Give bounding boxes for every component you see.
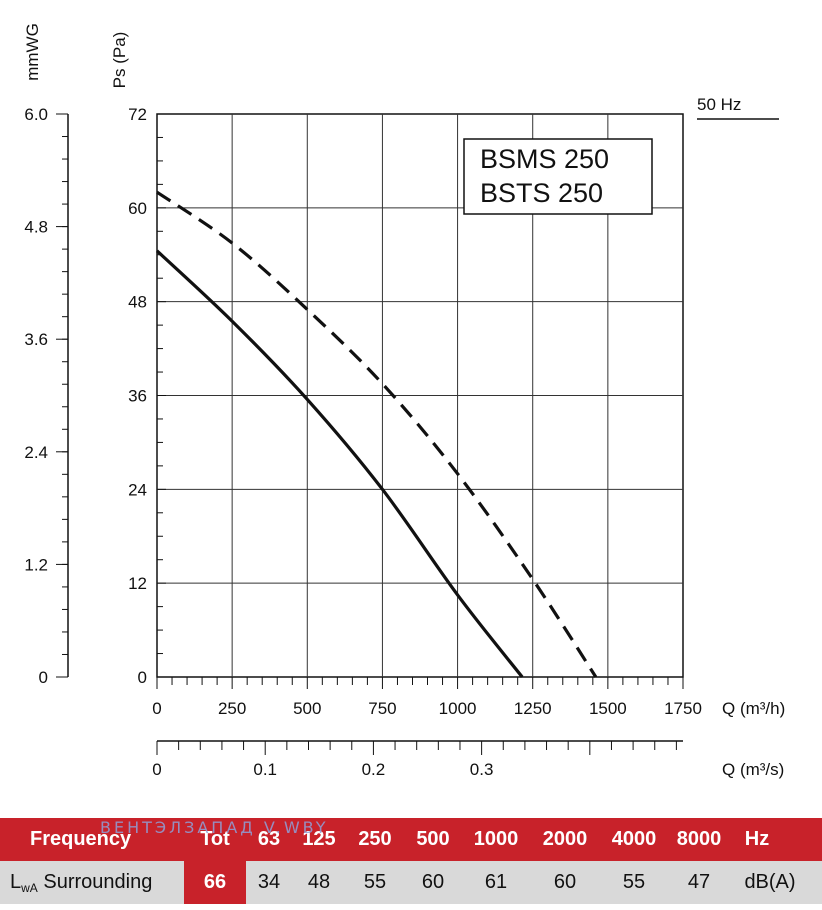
model-name-1: BSMS 250 bbox=[480, 144, 609, 174]
x-tick-label: 750 bbox=[368, 699, 396, 718]
left-tick-label: 6.0 bbox=[24, 105, 48, 124]
x-tick-label: 1000 bbox=[439, 699, 477, 718]
lwa-band-value: 48 bbox=[307, 871, 331, 893]
frequency-band: 250 bbox=[358, 828, 392, 850]
x2-tick-label: 0.1 bbox=[253, 760, 277, 779]
y-axis-label: Ps (Pa) bbox=[110, 32, 129, 89]
y-tick-label: 72 bbox=[128, 105, 147, 124]
x-tick-label: 500 bbox=[293, 699, 321, 718]
y-tick-label: 36 bbox=[128, 387, 147, 406]
frequency-band: 2000 bbox=[542, 828, 588, 850]
left-tick-label: 0 bbox=[39, 668, 48, 687]
left-axis-label: mmWG bbox=[23, 23, 42, 81]
tot-column bbox=[184, 818, 246, 904]
lwa-band-value: 60 bbox=[421, 871, 445, 893]
x2-tick-label: 0.2 bbox=[362, 760, 386, 779]
frequency-band: 500 bbox=[416, 828, 450, 850]
model-name-2: BSTS 250 bbox=[480, 178, 603, 208]
x-tick-label: 1500 bbox=[589, 699, 627, 718]
lwa-row: LwA Surrounding bbox=[0, 861, 822, 904]
x-tick-label: 1750 bbox=[664, 699, 702, 718]
lwa-label: LwA Surrounding bbox=[10, 871, 153, 895]
y-tick-label: 48 bbox=[128, 293, 147, 312]
lwa-band-value: 55 bbox=[622, 871, 646, 893]
left-tick-label: 1.2 bbox=[24, 555, 48, 574]
left-tick-label: 4.8 bbox=[24, 218, 48, 237]
left-tick-label: 2.4 bbox=[24, 443, 48, 462]
frequency-label: 50 Hz bbox=[697, 95, 741, 114]
y-tick-label: 60 bbox=[128, 199, 147, 218]
x-axis-label: Q (m³/h) bbox=[722, 699, 785, 718]
lwa-band-value: 34 bbox=[257, 871, 281, 893]
y-tick-label: 0 bbox=[138, 668, 147, 687]
left-tick-label: 3.6 bbox=[24, 330, 48, 349]
frequency-unit: Hz bbox=[744, 828, 770, 850]
chart-axes bbox=[56, 113, 684, 755]
sound-power-table: Frequency LwA Surrounding Tot 63 125 250 500… bbox=[0, 818, 822, 904]
chart-curves bbox=[155, 190, 598, 678]
x2-axis-label: Q (m³/s) bbox=[722, 760, 784, 779]
x-tick-label: 0 bbox=[152, 699, 161, 718]
frequency-band: 1000 bbox=[473, 828, 519, 850]
model-box: BSMS 250 BSTS 250 bbox=[463, 138, 653, 215]
frequency-row: Frequency bbox=[0, 818, 822, 861]
x2-tick-label: 0 bbox=[152, 760, 161, 779]
frequency-band: 8000 bbox=[676, 828, 722, 850]
fan-curve-chart: 72 60 48 36 24 12 0 Ps (Pa) 6.0 4.8 3.6 2.4 1.2 0 mmWG… bbox=[23, 23, 785, 779]
lwa-band-value: 60 bbox=[553, 871, 577, 893]
lwa-band-value: 55 bbox=[363, 871, 387, 893]
chart-labels: 72 60 48 36 24 12 0 Ps (Pa) 6.0 4.8 3.6 2.4 1.2 0 mmWG… bbox=[23, 23, 785, 779]
y-tick-label: 24 bbox=[128, 480, 147, 499]
curve-dashed bbox=[156, 190, 598, 678]
frequency-band: 125 bbox=[302, 828, 336, 850]
lwa-unit: dB(A) bbox=[744, 871, 796, 893]
frequency-header-label: Frequency bbox=[30, 828, 132, 850]
curve-solid bbox=[155, 249, 524, 678]
frequency-band: 4000 bbox=[611, 828, 657, 850]
lwa-band-value: 47 bbox=[687, 871, 711, 893]
lwa-band-value: 61 bbox=[484, 871, 508, 893]
x-tick-label: 1250 bbox=[514, 699, 552, 718]
x-tick-label: 250 bbox=[218, 699, 246, 718]
frequency-note: 50 Hz bbox=[697, 95, 779, 120]
frequency-tot: Tot bbox=[200, 828, 230, 850]
x2-tick-label: 0.3 bbox=[470, 760, 494, 779]
lwa-total-value: 66 bbox=[203, 871, 227, 893]
frequency-band: 63 bbox=[257, 828, 281, 850]
y-tick-label: 12 bbox=[128, 574, 147, 593]
